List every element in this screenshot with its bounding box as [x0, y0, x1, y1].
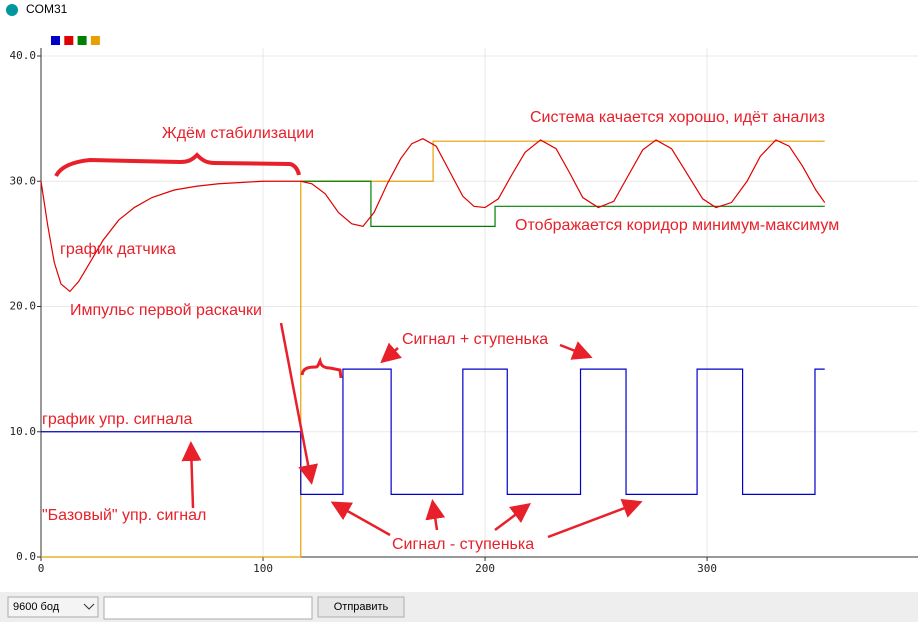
annotation: Сигнал + ступенька: [402, 331, 548, 348]
arrow: [281, 323, 311, 480]
x-tick-label: 300: [697, 562, 717, 575]
annotation: Отображается коридор минимум-максимум: [515, 217, 839, 234]
annotation: Система качается хорошо, идёт анализ: [530, 109, 825, 126]
arrow: [433, 504, 437, 530]
window-title: COM31: [26, 2, 68, 16]
y-tick-label: 40.0: [10, 49, 37, 62]
y-tick-label: 10.0: [10, 425, 37, 438]
title-bar: [0, 0, 918, 22]
baud-label: 9600 бод: [13, 601, 60, 613]
legend-swatch: [78, 36, 87, 45]
app-icon: [6, 4, 18, 16]
annotation: график датчика: [60, 241, 176, 258]
x-tick-label: 0: [38, 562, 45, 575]
arrow: [548, 503, 638, 537]
arrow: [560, 345, 588, 356]
annotation: Ждём стабилизации: [162, 125, 314, 142]
x-tick-label: 200: [475, 562, 495, 575]
annotation: Сигнал - ступенька: [392, 536, 534, 553]
brace: [302, 361, 341, 378]
legend-swatch: [91, 36, 100, 45]
legend-swatch: [64, 36, 73, 45]
y-tick-label: 20.0: [10, 300, 37, 313]
y-tick-label: 0.0: [16, 550, 36, 563]
send-label: Отправить: [334, 601, 389, 613]
legend-swatch: [51, 36, 60, 45]
arrow: [384, 348, 398, 360]
message-input[interactable]: [104, 597, 312, 619]
annotation: график упр. сигнала: [42, 411, 192, 428]
annotation: Импульс первой раскачки: [70, 302, 262, 319]
arrows: [56, 155, 638, 537]
arrow: [191, 446, 193, 508]
y-tick-label: 30.0: [10, 174, 37, 187]
annotations: Ждём стабилизации Система качается хорош…: [42, 109, 839, 553]
x-tick-label: 100: [253, 562, 273, 575]
annotation: "Базовый" упр. сигнал: [42, 507, 206, 524]
arrow: [495, 506, 527, 530]
arrow: [335, 504, 390, 535]
